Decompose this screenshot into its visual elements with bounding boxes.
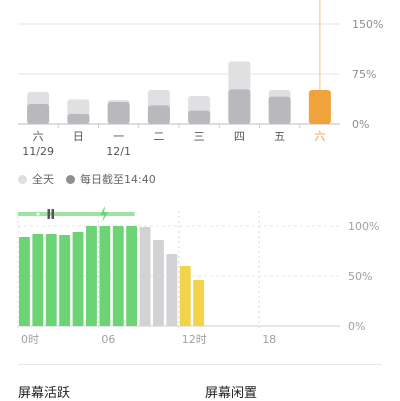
- weekday-label: 五: [274, 130, 285, 143]
- weekday-label: 六: [314, 130, 325, 143]
- screen-idle-label[interactable]: 屏幕闲置: [205, 386, 258, 401]
- weekday-label: 日: [73, 130, 84, 143]
- legend-item-to-time: 每日截至14:40: [66, 171, 156, 187]
- weekday-label: 二: [153, 130, 164, 143]
- weekday-label: 一: [113, 130, 124, 143]
- weekday-label: 六: [33, 130, 44, 143]
- hourly-xtick-label: 12时: [182, 333, 207, 346]
- weekday-label: 四: [234, 130, 245, 143]
- bar-to-time: [27, 104, 50, 124]
- battery-bar: [139, 227, 151, 326]
- battery-bar: [112, 226, 124, 326]
- legend-dot-to-time: [66, 174, 75, 184]
- legend-item-all-day: 全天: [18, 171, 54, 187]
- weekday-label: 三: [194, 130, 205, 143]
- charging-dot: [35, 211, 41, 217]
- pause-icon-bar: [51, 209, 54, 219]
- date-label: 11/29: [22, 145, 54, 158]
- legend-label-all-day: 全天: [32, 173, 54, 186]
- bar-to-time: [147, 105, 170, 124]
- section-divider: [18, 364, 382, 365]
- hourly-ytick-label: 100%: [348, 220, 379, 233]
- legend-dot-all-day: [18, 174, 27, 184]
- battery-bar: [19, 237, 30, 326]
- bar-to-time: [228, 89, 251, 124]
- weekly-ytick-label: 0%: [352, 118, 369, 131]
- date-label: 12/1: [106, 145, 131, 158]
- lightning-icon: [100, 206, 109, 222]
- battery-bar: [153, 240, 164, 326]
- battery-bar: [59, 235, 71, 326]
- battery-bar: [99, 226, 111, 326]
- battery-bar: [179, 266, 191, 326]
- weekly-usage-chart: 0% 75% 150% 六 11/29 日 一 12/1 二 三 四 五 六: [18, 0, 383, 158]
- hourly-xtick-label: 18: [262, 333, 276, 346]
- battery-bar: [45, 234, 57, 326]
- hourly-ytick-label: 50%: [348, 270, 372, 283]
- battery-bar: [72, 232, 84, 326]
- hourly-xtick-label: 0时: [21, 333, 39, 346]
- legend-label-to-time: 每日截至14:40: [80, 173, 156, 186]
- battery-bar: [32, 234, 44, 326]
- weekly-ytick-label: 75%: [352, 68, 376, 81]
- battery-bar: [166, 254, 178, 326]
- hourly-ytick-label: 0%: [348, 320, 365, 333]
- screen-active-label[interactable]: 屏幕活跃: [18, 386, 71, 401]
- bar-to-time: [268, 96, 291, 124]
- bar-to-time: [188, 110, 211, 124]
- hourly-battery-chart: 0% 50% 100% 0时 06 12时 18: [17, 206, 379, 346]
- bar-to-time: [67, 114, 90, 124]
- battery-bar: [126, 226, 138, 326]
- pause-icon: [47, 209, 54, 219]
- hourly-xtick-label: 06: [101, 333, 115, 346]
- bar-to-time: [107, 102, 130, 124]
- battery-bar: [86, 226, 97, 326]
- pause-icon-bar: [47, 209, 50, 219]
- weekly-ytick-label: 150%: [352, 18, 383, 31]
- battery-bar: [193, 280, 205, 326]
- bar-today: [308, 90, 331, 124]
- chart-legend: 全天 每日截至14:40: [18, 170, 168, 188]
